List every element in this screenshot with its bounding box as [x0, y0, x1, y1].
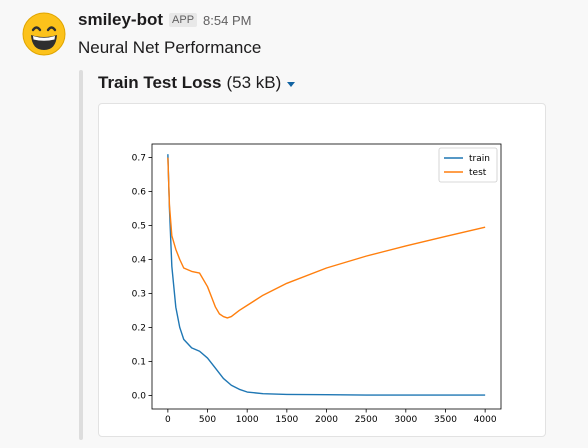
- y-tick-label: 0.1: [132, 357, 146, 367]
- series-line-test: [167, 157, 486, 319]
- y-tick-label: 0.5: [132, 222, 146, 232]
- message-text: Neural Net Performance: [78, 38, 262, 57]
- loss-chart: 0 500 1000 1500 2000 2500 3000 3500 4000 0.0 0.1 0.…: [132, 143, 502, 425]
- legend-box: [438, 147, 498, 183]
- y-tick-label: 0.4: [132, 256, 147, 266]
- file-size: (53 kB): [226, 73, 282, 92]
- plot-frame: [151, 143, 502, 410]
- username[interactable]: smiley-bot: [78, 10, 164, 29]
- x-tick-label: 1500: [275, 415, 298, 425]
- y-tick-label: 0.7: [132, 154, 146, 164]
- legend-label-test: test: [469, 168, 487, 178]
- y-tick-label: 0.2: [132, 323, 146, 333]
- attachment-bar: [79, 70, 83, 440]
- grinning-face-icon[interactable]: [22, 12, 66, 56]
- image-preview[interactable]: 0 500 1000 1500 2000 2500 3000 3500 4000 0.0 0.1 0.…: [98, 103, 546, 437]
- x-tick-label: 3000: [394, 415, 417, 425]
- x-tick-label: 2500: [355, 415, 378, 425]
- y-tick-label: 0.6: [132, 188, 147, 198]
- x-tick-label: 4000: [474, 415, 497, 425]
- y-tick-label: 0.3: [132, 289, 146, 299]
- caret-down-icon[interactable]: [287, 81, 296, 87]
- legend-label-train: train: [469, 154, 490, 164]
- file-name[interactable]: Train Test Loss: [98, 73, 222, 92]
- x-tick-label: 3500: [434, 415, 457, 425]
- x-tick-label: 1000: [236, 415, 259, 425]
- timestamp[interactable]: 8:54 PM: [203, 13, 252, 28]
- message-header: smiley-bot APP 8:54 PM: [78, 10, 251, 30]
- x-tick-label: 2000: [315, 415, 338, 425]
- x-tick-label: 500: [199, 415, 216, 425]
- x-tick-label: 0: [165, 415, 171, 425]
- app-badge: APP: [169, 13, 198, 27]
- series-line-train: [167, 154, 486, 396]
- file-title[interactable]: Train Test Loss (53 kB): [98, 73, 296, 93]
- y-tick-label: 0.0: [132, 391, 147, 401]
